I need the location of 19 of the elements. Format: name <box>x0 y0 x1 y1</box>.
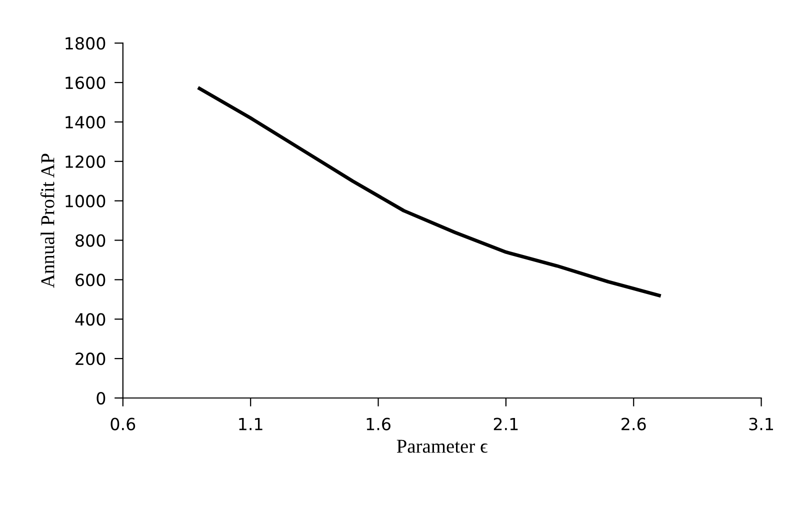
y-tick-label: 1800 <box>66 37 106 50</box>
line-series <box>198 86 661 298</box>
x-tick-label: 1.1 <box>239 418 262 430</box>
x-tick-label: 2.6 <box>622 418 646 430</box>
y-tick-label: 400 <box>75 313 106 326</box>
x-axis-title: Parameter ϵ <box>396 440 488 453</box>
x-tick-label: 0.6 <box>110 418 136 430</box>
y-tick-label: 200 <box>76 352 106 366</box>
y-tick-label: 600 <box>76 274 106 286</box>
y-tick-label: 1000 <box>66 194 106 208</box>
y-tick-label: 1600 <box>66 76 106 90</box>
y-tick-label: 0 <box>96 392 106 405</box>
y-tick-label: 1400 <box>66 116 106 129</box>
y-tick-label: 1200 <box>66 155 106 168</box>
x-tick-label: 1.6 <box>366 418 390 430</box>
y-tick-label: 800 <box>76 234 106 247</box>
x-tick-label: 3.1 <box>749 418 773 430</box>
x-tick-label: 2.1 <box>494 418 518 430</box>
y-axis-title: Annual Profit AP <box>40 154 54 288</box>
